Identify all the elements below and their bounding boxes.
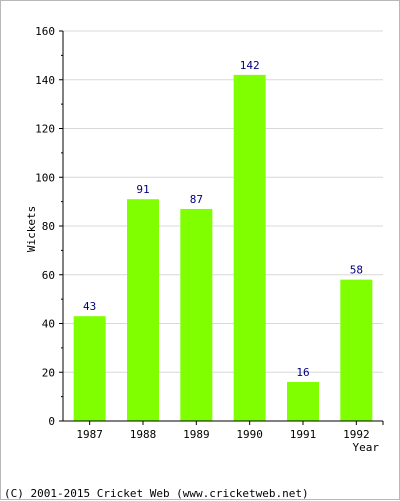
value-label-1991: 16 [296,366,309,379]
bar-1991 [287,382,319,421]
y-tick-label: 0 [48,415,55,428]
value-label-1990: 142 [240,59,260,72]
value-label-1989: 87 [190,193,203,206]
value-label-1987: 43 [83,300,96,313]
bar-1989 [180,208,213,421]
y-tick-label: 120 [35,123,55,136]
bar-1992 [340,279,373,421]
axes: 0 20 40 60 80 100 120 140 160 1987 1988 1989 1990 199… [35,25,384,441]
x-tick-label-1991: 1991 [290,428,317,441]
gridlines [63,30,383,373]
y-tick-label: 20 [42,366,55,379]
bar-1988 [127,199,159,421]
value-label-1988: 91 [136,183,149,196]
x-tick-label-1987: 1987 [76,428,103,441]
copyright-footer: (C) 2001-2015 Cricket Web (www.cricketwe… [4,487,309,500]
bar-1987 [73,316,106,421]
y-tick-label: 40 [42,318,55,331]
y-tick-label: 140 [35,74,55,87]
x-tick-label-1992: 1992 [343,428,370,441]
x-axis-label: Year [353,441,380,454]
y-tick-label: 80 [42,220,55,233]
bars [73,74,373,421]
value-labels: 43 91 87 142 16 58 [83,59,363,379]
x-tick-label-1990: 1990 [236,428,263,441]
value-label-1992: 58 [350,264,363,277]
y-tick-label: 60 [42,269,55,282]
y-axis-label: Wickets [25,206,38,252]
x-tick-label-1989: 1989 [183,428,210,441]
y-tick-label: 160 [35,25,55,38]
bar-1990 [233,74,266,421]
y-tick-label: 100 [35,171,55,184]
x-tick-label-1988: 1988 [130,428,157,441]
